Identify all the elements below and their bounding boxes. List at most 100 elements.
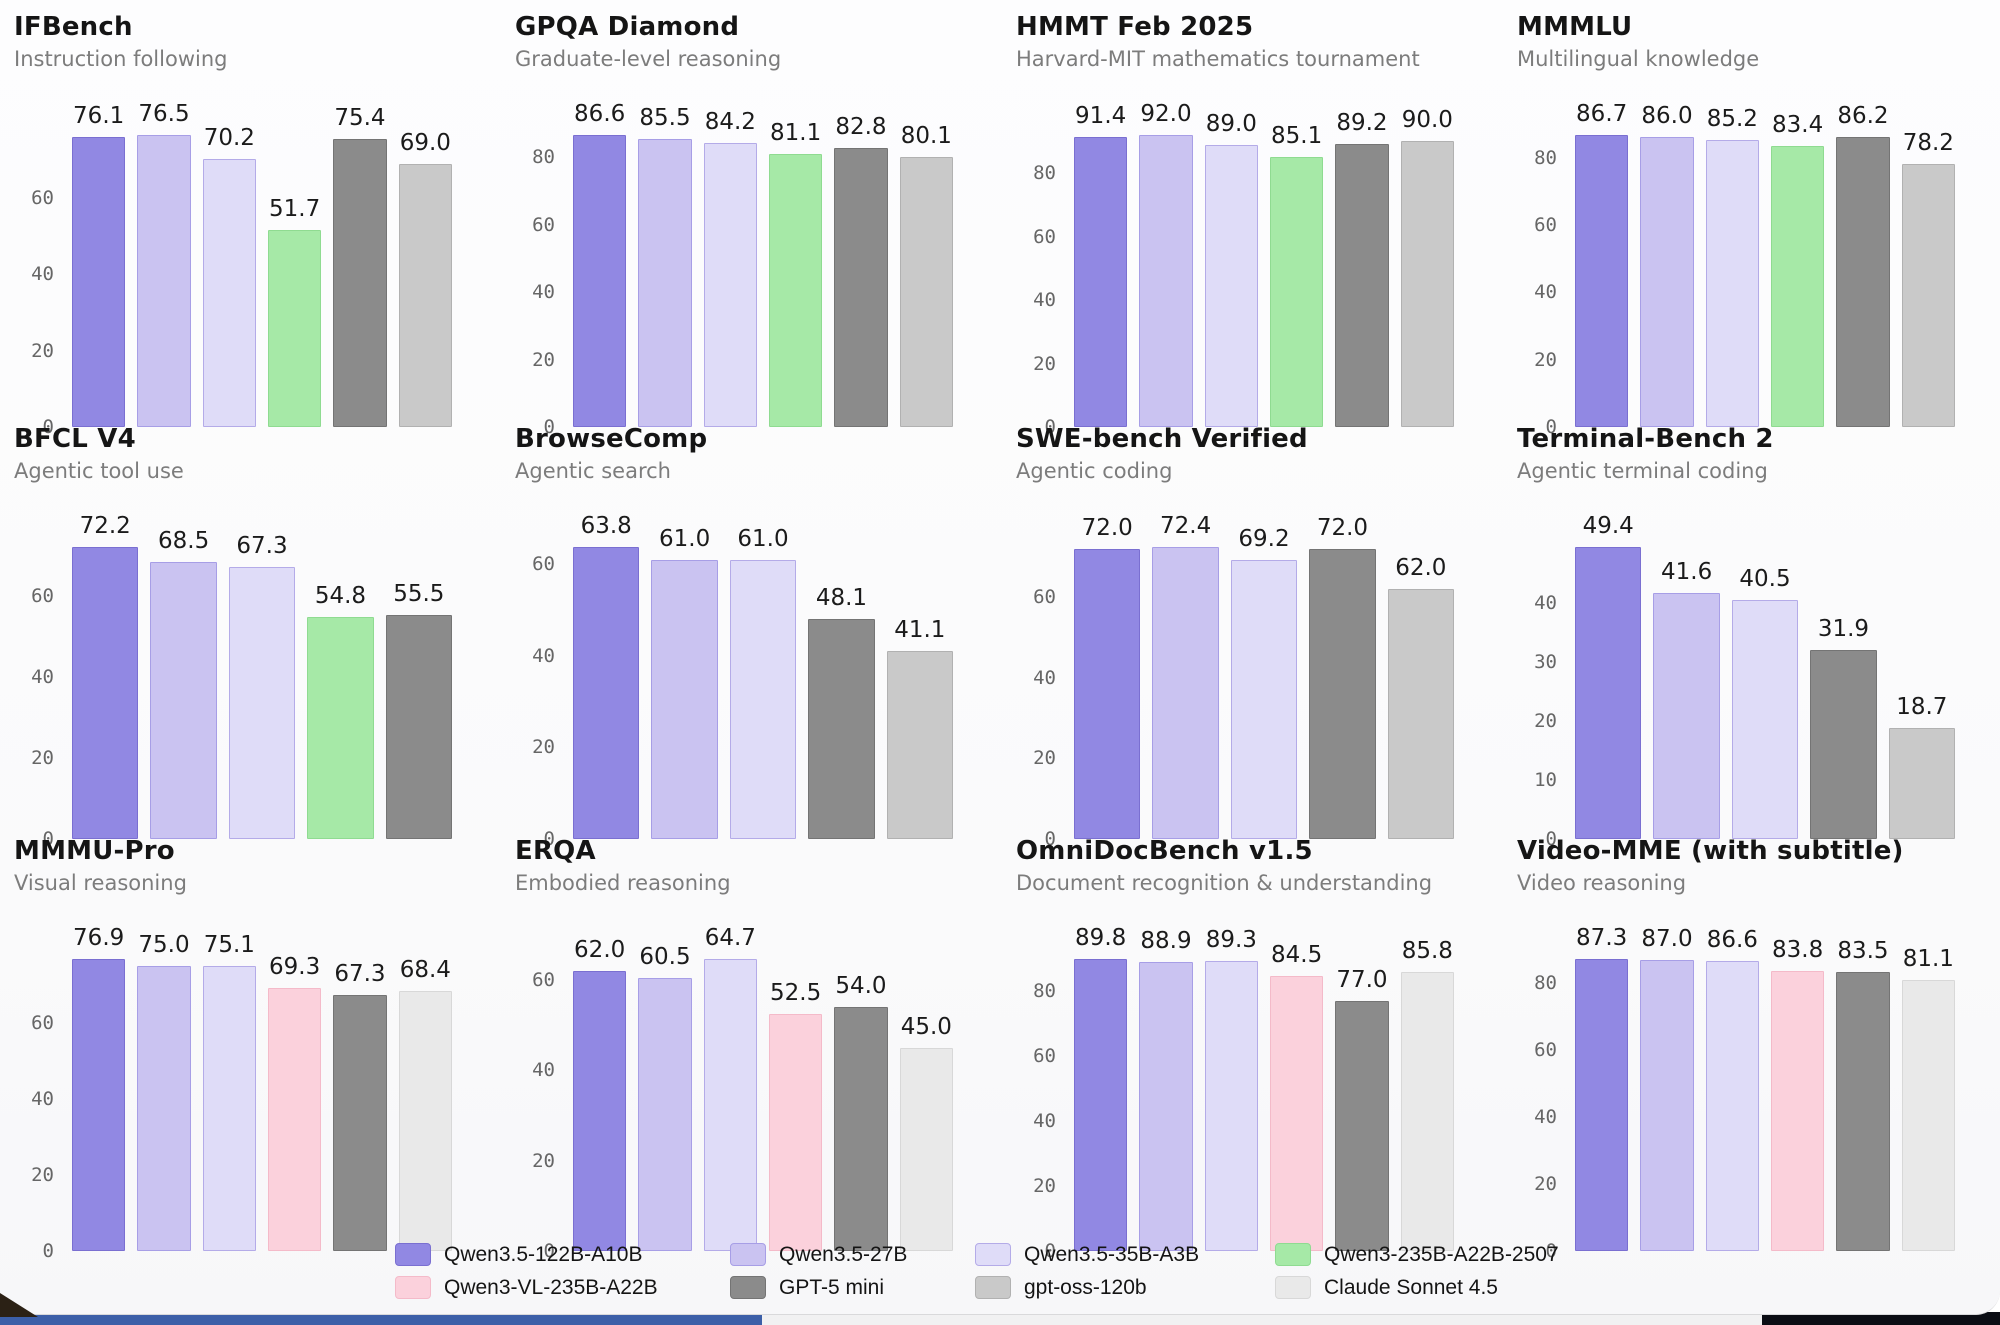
chart-panel: BrowseComp Agentic search 0 20 40 60 63.8 61.0 6… xyxy=(515,420,988,849)
bar xyxy=(768,153,823,427)
y-tick-label: 20 xyxy=(1033,1174,1056,1197)
bar-value-label: 76.5 xyxy=(138,101,190,127)
legend-label: gpt-oss-120b xyxy=(1024,1275,1147,1299)
bar-slot: 61.0 xyxy=(729,526,797,839)
y-tick-label: 20 xyxy=(532,736,555,759)
bar xyxy=(1309,548,1376,839)
plot-area: 86.6 85.5 84.2 81.1 82.8 80.1 xyxy=(567,101,959,427)
bar-value-label: 80.1 xyxy=(900,122,952,149)
bar-value-label: 92.0 xyxy=(1140,101,1192,127)
bar-value-label: 85.8 xyxy=(1401,938,1453,965)
y-tick-label: 20 xyxy=(31,339,54,362)
legend-item: Qwen3-VL-235B-A22B xyxy=(395,1276,730,1300)
bar-value-label: 83.5 xyxy=(1837,937,1889,964)
bar xyxy=(899,1047,953,1251)
chart-title: BrowseComp xyxy=(515,424,708,454)
y-tick-label: 20 xyxy=(31,747,54,770)
bar xyxy=(1387,588,1455,839)
chart-title: GPQA Diamond xyxy=(515,12,740,42)
bar-value-label: 72.0 xyxy=(1316,514,1369,541)
chart-title: ERQA xyxy=(515,836,596,866)
bar-slot: 85.2 xyxy=(1705,106,1759,427)
bar-value-label: 72.0 xyxy=(1081,514,1133,541)
y-tick-label: 20 xyxy=(1534,1173,1557,1196)
y-tick-label: 20 xyxy=(1534,348,1557,371)
legend: Qwen3.5-122B-A10B Qwen3.5-27B Qwen3.5-35B-… xyxy=(395,1238,1605,1304)
y-tick-label: 20 xyxy=(1033,747,1056,770)
bar-value-label: 89.0 xyxy=(1205,110,1257,137)
bar xyxy=(834,1007,888,1251)
bar xyxy=(1731,599,1799,839)
y-tick-label: 40 xyxy=(31,666,54,689)
bar xyxy=(1770,146,1825,427)
chart-subtitle: Graduate-level reasoning xyxy=(515,47,782,71)
bar xyxy=(1335,143,1389,427)
y-tick-label: 40 xyxy=(1534,1106,1557,1129)
legend-label: Qwen3-235B-A22B-2507 xyxy=(1324,1242,1559,1266)
bar xyxy=(72,547,139,839)
y-tick-label: 60 xyxy=(1534,213,1557,236)
bar-slot: 41.1 xyxy=(886,547,954,839)
chart-panel: BFCL V4 Agentic tool use 0 20 40 60 72.2 68.5 67… xyxy=(14,420,487,849)
y-axis: 0 20 40 60 xyxy=(515,959,567,1261)
legend-swatch xyxy=(395,1276,431,1299)
bar-slot: 81.1 xyxy=(1901,946,1955,1251)
bar xyxy=(1400,141,1454,427)
y-axis: 0 20 40 60 80 xyxy=(515,135,567,437)
bar-slot: 63.8 xyxy=(573,513,640,839)
bar xyxy=(1139,961,1193,1251)
bar-slot: 64.7 xyxy=(703,925,757,1251)
y-tick-label: 60 xyxy=(31,186,54,209)
bar-value-label: 86.0 xyxy=(1641,103,1693,130)
legend-label: Qwen3.5-35B-A3B xyxy=(1024,1242,1200,1266)
bar xyxy=(1269,976,1324,1251)
bar-slot: 85.5 xyxy=(638,105,692,427)
bar xyxy=(573,135,627,427)
legend-item: Qwen3.5-122B-A10B xyxy=(395,1243,730,1267)
legend-swatch xyxy=(975,1276,1011,1299)
bar-slot: 83.5 xyxy=(1836,938,1890,1251)
bar-value-label: 70.2 xyxy=(203,125,255,152)
legend-swatch xyxy=(395,1243,431,1266)
bar-slot: 83.8 xyxy=(1770,937,1825,1251)
legend-swatch xyxy=(1275,1276,1311,1299)
bar-slot: 48.1 xyxy=(808,547,875,839)
bar xyxy=(1074,959,1128,1251)
y-tick-label: 60 xyxy=(532,213,555,236)
bar-slot: 31.9 xyxy=(1810,547,1877,839)
y-tick-label: 60 xyxy=(31,1012,54,1035)
bar-slot: 70.2 xyxy=(202,125,256,427)
y-tick-label: 0 xyxy=(1545,416,1557,438)
y-axis: 0 20 40 60 xyxy=(14,959,66,1261)
chart-panel: HMMT Feb 2025 Harvard-MIT mathematics tou… xyxy=(1016,8,1489,437)
chart-subtitle: Visual reasoning xyxy=(14,871,187,895)
bar xyxy=(1269,156,1324,427)
bar-slot: 49.4 xyxy=(1575,513,1642,839)
y-axis: 0 20 40 60 xyxy=(14,135,66,437)
bar-value-label: 86.6 xyxy=(1706,927,1758,954)
bar xyxy=(1640,137,1694,427)
y-tick-label: 60 xyxy=(1534,1039,1557,1062)
bar-slot: 87.0 xyxy=(1640,926,1694,1251)
bar-value-label: 75.4 xyxy=(334,105,386,132)
chart-subtitle: Agentic tool use xyxy=(14,459,184,483)
chart-title: BFCL V4 xyxy=(14,424,136,454)
chart-subtitle: Agentic search xyxy=(515,459,671,483)
y-tick-label: 10 xyxy=(1534,768,1557,791)
y-tick-label: 20 xyxy=(1534,709,1557,732)
plot-area: 72.2 68.5 67.3 54.8 55.5 xyxy=(66,513,458,839)
bar-value-label: 89.2 xyxy=(1336,109,1388,136)
y-tick-label: 20 xyxy=(532,1149,555,1172)
legend-swatch xyxy=(730,1243,766,1266)
bar xyxy=(1810,650,1877,839)
chart-panel: OmniDocBench v1.5 Document recognition & … xyxy=(1016,832,1489,1261)
legend-item: Qwen3-235B-A22B-2507 xyxy=(1275,1243,1605,1267)
legend-swatch xyxy=(730,1276,766,1299)
bar xyxy=(1901,163,1955,427)
bar-slot: 87.3 xyxy=(1575,925,1629,1251)
y-tick-label: 0 xyxy=(42,828,54,850)
bar xyxy=(137,966,191,1251)
chart-panel: GPQA Diamond Graduate-level reasoning 0 20 4… xyxy=(515,8,988,437)
bar-value-label: 62.0 xyxy=(574,937,626,964)
y-tick-label: 0 xyxy=(42,416,54,438)
